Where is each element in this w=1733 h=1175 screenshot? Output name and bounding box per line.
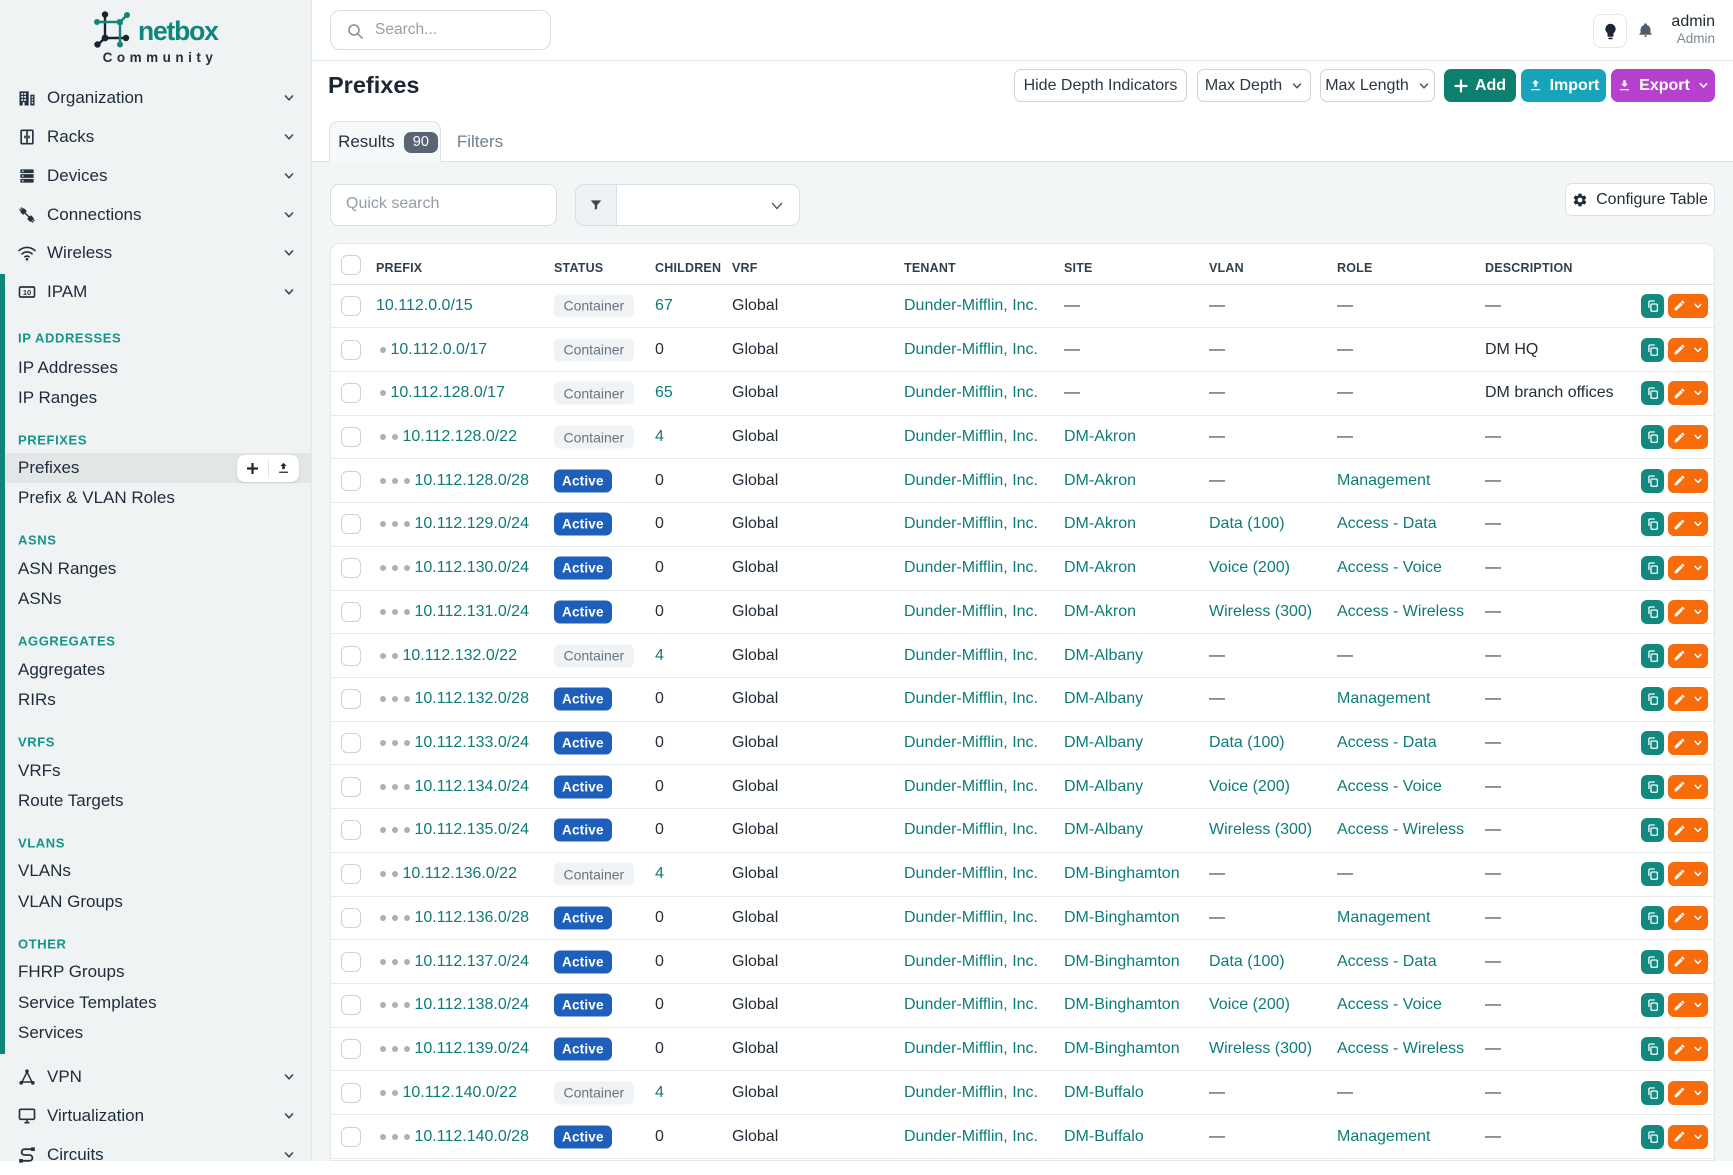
svg-text:10: 10 [23,288,31,297]
